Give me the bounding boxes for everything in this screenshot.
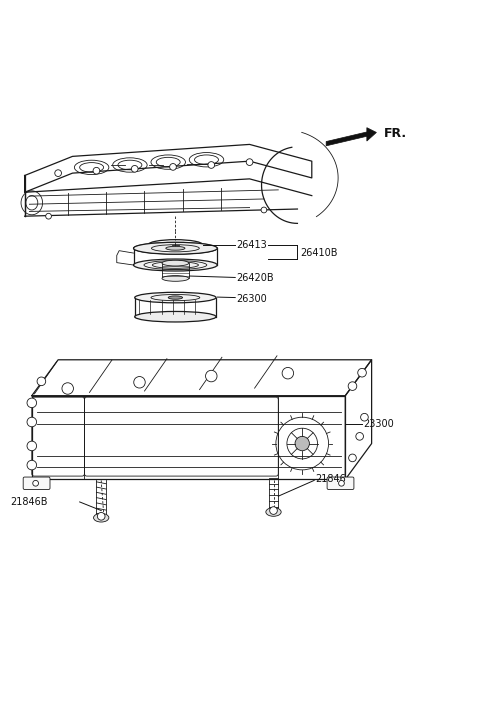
Text: 23300: 23300 [363, 420, 394, 430]
Circle shape [208, 162, 215, 168]
Ellipse shape [162, 261, 189, 266]
Ellipse shape [162, 275, 189, 281]
Circle shape [282, 368, 294, 379]
Circle shape [46, 213, 51, 219]
FancyBboxPatch shape [23, 477, 50, 489]
Circle shape [295, 437, 310, 451]
Ellipse shape [166, 246, 185, 250]
Circle shape [338, 481, 344, 486]
FancyBboxPatch shape [327, 477, 354, 489]
Text: 21846B: 21846B [10, 497, 48, 507]
Circle shape [261, 207, 267, 213]
Circle shape [356, 432, 363, 440]
Circle shape [205, 371, 217, 382]
Circle shape [360, 413, 368, 421]
Polygon shape [326, 128, 376, 146]
Ellipse shape [165, 243, 186, 247]
Circle shape [134, 376, 145, 388]
Ellipse shape [168, 296, 182, 299]
Ellipse shape [133, 242, 217, 254]
Text: FR.: FR. [384, 127, 407, 140]
Text: 26410B: 26410B [300, 248, 337, 258]
Circle shape [27, 398, 36, 408]
Ellipse shape [94, 513, 109, 522]
Ellipse shape [133, 242, 217, 254]
Circle shape [348, 382, 357, 390]
Text: 21846: 21846 [316, 474, 347, 484]
Circle shape [358, 368, 366, 377]
Circle shape [132, 165, 138, 172]
Circle shape [27, 417, 36, 427]
Circle shape [169, 163, 176, 170]
Circle shape [62, 383, 73, 394]
Ellipse shape [266, 508, 281, 516]
Circle shape [33, 481, 38, 486]
Circle shape [348, 454, 356, 462]
Text: 26300: 26300 [237, 293, 267, 303]
Text: 26420B: 26420B [237, 273, 274, 283]
Circle shape [27, 441, 36, 451]
Circle shape [246, 159, 253, 165]
Text: 26413: 26413 [237, 240, 267, 250]
Circle shape [27, 460, 36, 470]
Circle shape [270, 507, 277, 514]
Circle shape [55, 170, 61, 177]
Circle shape [93, 168, 100, 174]
Ellipse shape [135, 293, 216, 303]
Circle shape [97, 513, 105, 520]
Circle shape [37, 377, 46, 386]
Ellipse shape [135, 312, 216, 322]
Ellipse shape [133, 259, 217, 271]
